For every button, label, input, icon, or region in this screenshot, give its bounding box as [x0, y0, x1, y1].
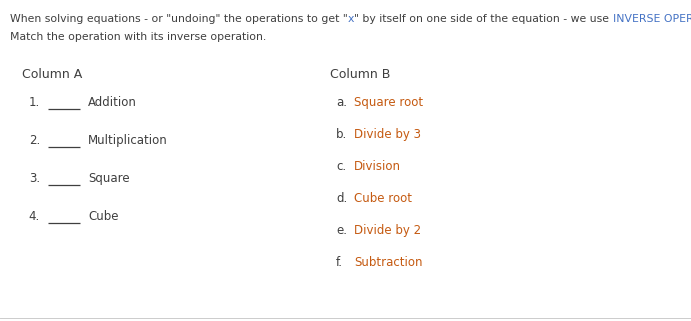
- Text: " by itself on one side of the equation - we use: " by itself on one side of the equation …: [354, 14, 613, 24]
- Text: Cube root: Cube root: [354, 192, 412, 205]
- Text: Square: Square: [88, 172, 130, 185]
- Text: 2.: 2.: [29, 134, 40, 147]
- Text: f.: f.: [336, 256, 343, 269]
- Text: When solving equations - or "undoing" the operations to get ": When solving equations - or "undoing" th…: [10, 14, 348, 24]
- Text: Addition: Addition: [88, 96, 137, 109]
- Text: Divide by 2: Divide by 2: [354, 224, 421, 237]
- Text: Match the operation with its inverse operation.: Match the operation with its inverse ope…: [10, 32, 266, 42]
- Text: Cube: Cube: [88, 210, 118, 223]
- Text: 1.: 1.: [29, 96, 40, 109]
- Text: Multiplication: Multiplication: [88, 134, 168, 147]
- Text: Square root: Square root: [354, 96, 423, 109]
- Text: Column B: Column B: [330, 68, 390, 81]
- Text: b.: b.: [336, 128, 348, 141]
- Text: x: x: [348, 14, 354, 24]
- Text: INVERSE OPERATIONS: INVERSE OPERATIONS: [613, 14, 691, 24]
- Text: Subtraction: Subtraction: [354, 256, 422, 269]
- Text: 3.: 3.: [29, 172, 40, 185]
- Text: Division: Division: [354, 160, 401, 173]
- Text: d.: d.: [336, 192, 348, 205]
- Text: 4.: 4.: [29, 210, 40, 223]
- Text: c.: c.: [336, 160, 346, 173]
- Text: e.: e.: [336, 224, 347, 237]
- Text: Divide by 3: Divide by 3: [354, 128, 421, 141]
- Text: Column A: Column A: [22, 68, 82, 81]
- Text: a.: a.: [336, 96, 347, 109]
